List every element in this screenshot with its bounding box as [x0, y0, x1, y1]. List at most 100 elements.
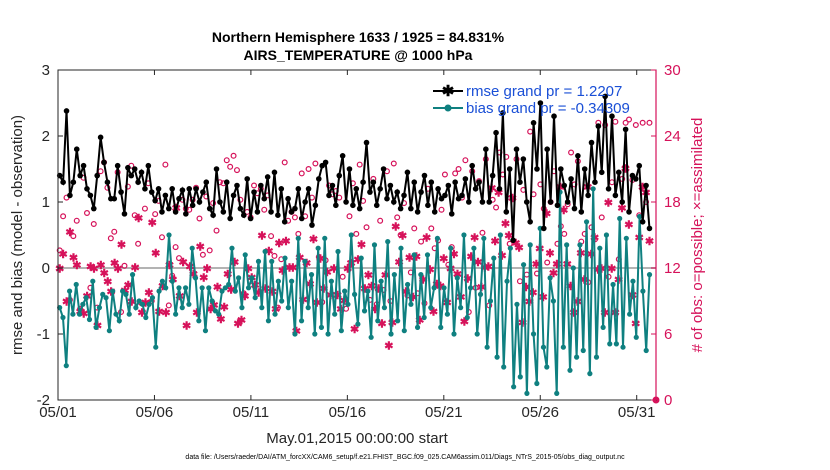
obs-assimilated-marker: ✱	[391, 222, 400, 234]
bias-point	[219, 288, 225, 294]
obs-assimilated-marker: ✱	[545, 248, 554, 260]
rmse-point	[118, 189, 124, 195]
bias-point	[401, 328, 407, 334]
obs-assimilated-marker: ✱	[240, 291, 249, 303]
chart-title-line2: AIRS_TEMPERATURE @ 1000 hPa	[244, 47, 473, 63]
obs-assimilated-marker: ✱	[179, 257, 188, 269]
obs-assimilated-marker: ✱	[491, 236, 500, 248]
rmse-point	[585, 192, 591, 199]
rmse-point	[104, 179, 111, 185]
bias-point	[570, 265, 576, 271]
bias-point	[554, 390, 560, 396]
rmse-point	[268, 209, 274, 215]
y-tick-label-right: 18	[664, 194, 681, 211]
legend-rmse-marker: ✱	[442, 83, 455, 100]
rmse-point	[479, 199, 486, 205]
obs-assimilated-marker: ✱	[542, 209, 551, 221]
obs-possible-marker	[107, 235, 114, 242]
bias-point	[534, 380, 540, 387]
bias-point	[315, 245, 321, 251]
obs-assimilated-marker: ✱	[316, 254, 325, 266]
bias-point	[646, 272, 653, 278]
bias-point	[501, 364, 507, 370]
obs-assimilated-marker: ✱	[467, 251, 476, 263]
bias-point	[259, 305, 265, 311]
bias-point	[242, 252, 248, 258]
obs-possible-marker	[377, 217, 384, 224]
rmse-point	[534, 166, 540, 172]
bias-point	[580, 347, 586, 354]
obs-assimilated-marker: ✱	[566, 281, 575, 293]
obs-possible-marker	[493, 204, 500, 211]
obs-possible-marker	[411, 225, 418, 232]
rmse-point	[465, 199, 472, 205]
rmse-point	[111, 195, 118, 202]
obs-assimilated-marker: ✱	[192, 308, 201, 320]
obs-possible-marker	[438, 206, 445, 213]
bias-point	[597, 245, 603, 251]
bias-point	[636, 213, 643, 220]
obs-possible-marker	[60, 213, 67, 220]
obs-assimilated-marker: ✱	[408, 292, 417, 304]
rmse-point	[448, 211, 455, 217]
rmse-point	[281, 219, 288, 225]
obs-assimilated-marker: ✱	[196, 242, 205, 254]
bias-point	[206, 285, 212, 291]
rmse-point	[70, 179, 77, 185]
obs-assimilated-marker: ✱	[415, 315, 424, 327]
obs-possible-marker	[397, 232, 404, 239]
rmse-point	[67, 192, 73, 199]
rmse-point	[486, 199, 493, 205]
bias-point	[70, 311, 76, 317]
bias-point	[236, 275, 242, 281]
rmse-point	[619, 199, 626, 205]
bias-point	[298, 318, 305, 324]
obs-assimilated-marker: ✱	[347, 258, 356, 270]
bias-point	[116, 318, 122, 324]
obs-assimilated-marker: ✱	[329, 264, 338, 276]
bias-point	[633, 334, 639, 340]
obs-assimilated-marker: ✱	[285, 262, 294, 274]
rmse-point	[77, 172, 83, 179]
bias-point	[358, 255, 364, 261]
obs-possible-marker	[298, 170, 305, 177]
bias-point	[424, 252, 431, 258]
bias-point	[517, 374, 523, 380]
rmse-point	[643, 182, 649, 189]
obs-possible-marker	[455, 166, 462, 173]
rmse-point	[322, 159, 329, 166]
left-y-axis: -2 -1 0 1 2 3	[37, 62, 63, 409]
bias-point	[255, 258, 262, 264]
rmse-point	[298, 215, 305, 222]
obs-possible-marker	[353, 230, 360, 237]
bias-point	[189, 245, 195, 251]
obs-possible-marker	[261, 206, 268, 213]
y-tick-label-left: -2	[37, 392, 50, 409]
obs-possible-marker	[544, 259, 551, 266]
obs-possible-marker	[305, 166, 312, 173]
y-tick-label-right: 30	[664, 62, 681, 79]
obs-possible-marker	[462, 157, 469, 164]
obs-assimilated-marker: ✱	[453, 269, 462, 281]
rmse-point	[537, 100, 544, 106]
bias-point	[441, 285, 447, 291]
obs-possible-marker	[70, 233, 77, 240]
obs-assimilated-marker: ✱	[504, 231, 513, 243]
rmse-point	[128, 172, 135, 179]
bias-point	[381, 305, 388, 311]
obs-assimilated-marker: ✱	[600, 308, 609, 320]
rmse-point	[564, 199, 571, 205]
bias-point	[550, 298, 557, 304]
bias-point	[169, 278, 175, 284]
bias-point	[163, 285, 169, 291]
bias-point	[226, 281, 232, 288]
bias-point	[156, 288, 162, 294]
bias-point	[530, 331, 537, 337]
obs-possible-marker	[135, 240, 142, 247]
obs-assimilated-marker: ✱	[309, 234, 318, 246]
obs-assimilated-marker: ✱	[497, 250, 506, 262]
obs-assimilated-marker: ✱	[278, 266, 287, 278]
rmse-point	[230, 192, 237, 199]
rmse-point	[285, 195, 291, 202]
rmse-point	[609, 113, 615, 119]
